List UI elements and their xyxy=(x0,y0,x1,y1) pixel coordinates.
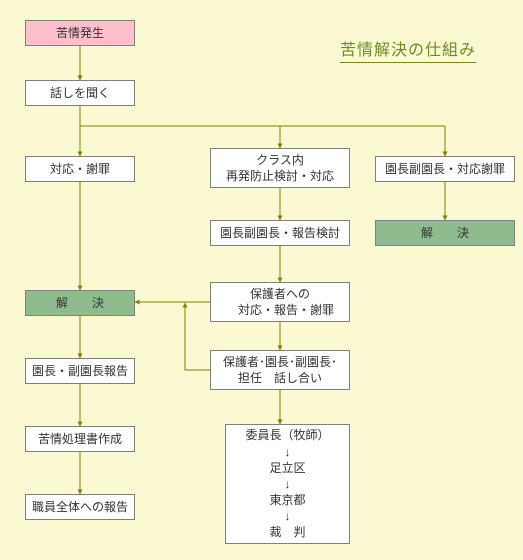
node-n_all: 職員全体への報告 xyxy=(25,494,135,520)
node-n_solve_l: 解 決 xyxy=(25,290,135,316)
node-n_talk: 保護者･園長･副園長･ 担任 話し合い xyxy=(210,350,350,390)
node-n_listen: 話しを聞く xyxy=(25,80,135,106)
node-n_rep1: 園長・副園長報告 xyxy=(25,358,135,384)
diagram-title: 苦情解決の仕組み xyxy=(340,36,476,63)
node-n_resp1: 対応・謝罪 xyxy=(25,156,135,182)
node-n_class: クラス内 再発防止検討・対応 xyxy=(210,148,350,188)
edge xyxy=(185,303,210,370)
node-n_solve_r: 解 決 xyxy=(375,220,515,246)
node-n_doc: 苦情処理書作成 xyxy=(25,426,135,452)
node-n_guard: 保護者への 対応・報告・謝罪 xyxy=(210,282,350,322)
node-n_head1: 園長副園長・対応謝罪 xyxy=(375,156,515,182)
node-n_ladder: 委員長（牧師） ↓ 足立区 ↓ 東京都 ↓ 裁 判 xyxy=(225,424,350,544)
node-n_occur: 苦情発生 xyxy=(25,20,135,46)
node-n_head2: 園長副園長・報告検討 xyxy=(210,220,350,246)
